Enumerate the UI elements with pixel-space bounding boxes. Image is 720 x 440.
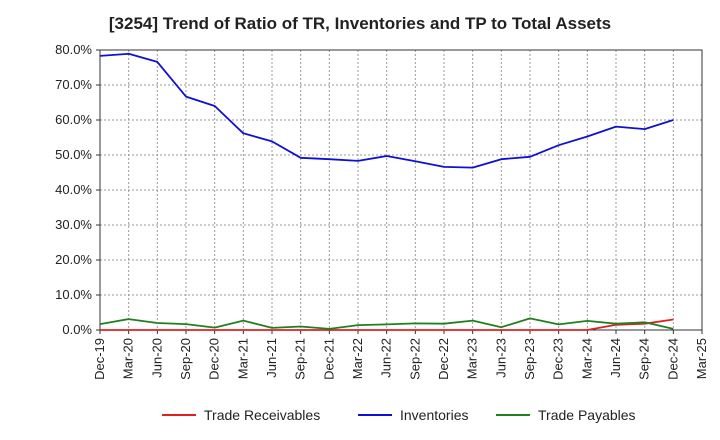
y-tick-label: 80.0%	[55, 42, 92, 57]
y-tick-label: 40.0%	[55, 182, 92, 197]
x-tick-label: Dec-22	[436, 338, 451, 380]
x-tick-label: Mar-21	[235, 338, 250, 379]
series-line-trade-payables	[99, 317, 674, 330]
y-tick-label: 50.0%	[55, 147, 92, 162]
y-tick-label: 60.0%	[55, 112, 92, 127]
legend-label: Inventories	[400, 407, 468, 423]
chart-title: [3254] Trend of Ratio of TR, Inventories…	[108, 14, 612, 33]
x-tick-label: Sep-21	[293, 338, 308, 380]
y-tick-label: 70.0%	[55, 77, 92, 92]
x-tick-label: Mar-22	[350, 338, 365, 379]
series-line-inventories	[99, 52, 674, 169]
y-tick-label: 30.0%	[55, 217, 92, 232]
series-line-trade-receivables	[100, 318, 674, 331]
y-tick-label: 20.0%	[55, 252, 92, 267]
legend-label: Trade Payables	[538, 407, 636, 423]
x-tick-label: Sep-23	[522, 338, 537, 380]
x-tick-label: Mar-25	[694, 338, 709, 379]
x-tick-label: Sep-22	[407, 338, 422, 380]
x-tick-label: Jun-24	[608, 338, 623, 378]
y-tick-label: 0.0%	[62, 322, 92, 337]
x-tick-label: Jun-23	[493, 338, 508, 378]
x-tick-label: Dec-19	[92, 338, 107, 380]
x-tick-label: Mar-20	[121, 338, 136, 379]
x-tick-label: Dec-20	[207, 338, 222, 380]
x-tick-label: Jun-20	[149, 338, 164, 378]
x-tick-label: Dec-21	[321, 338, 336, 380]
x-tick-label: Mar-24	[579, 338, 594, 379]
x-tick-label: Sep-24	[637, 338, 652, 380]
x-tick-label: Jun-22	[379, 338, 394, 378]
legend-label: Trade Receivables	[204, 407, 320, 423]
y-tick-label: 10.0%	[55, 287, 92, 302]
x-tick-label: Jun-21	[264, 338, 279, 378]
x-tick-label: Dec-24	[665, 338, 680, 380]
x-tick-label: Sep-20	[178, 338, 193, 380]
x-tick-label: Dec-23	[551, 338, 566, 380]
x-tick-label: Mar-23	[465, 338, 480, 379]
